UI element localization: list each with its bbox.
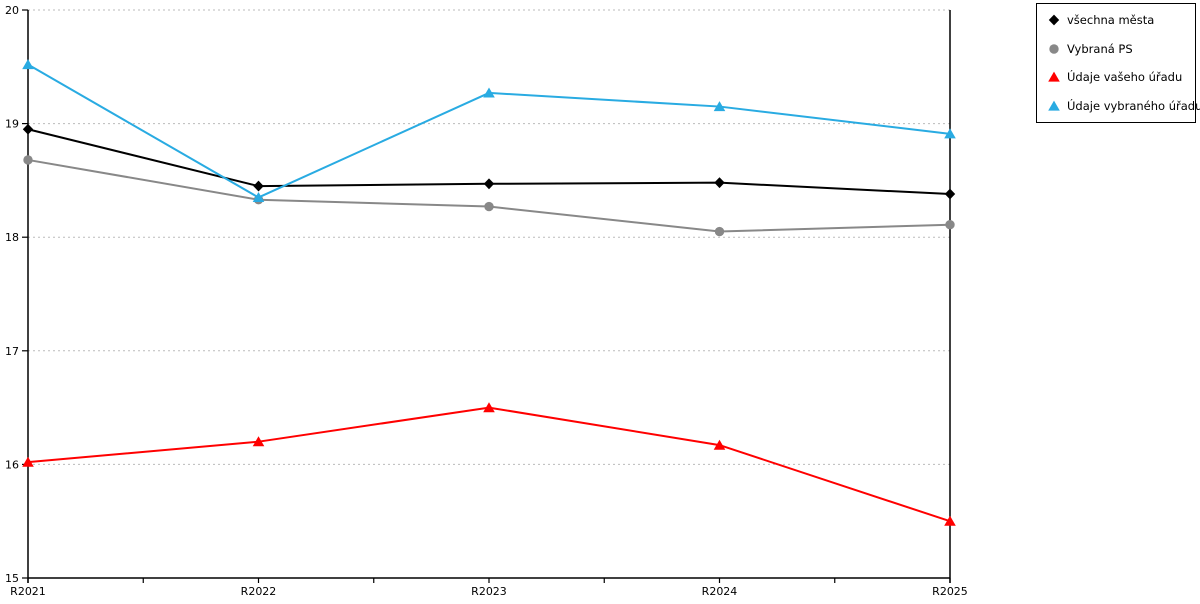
data-point-marker xyxy=(945,220,955,230)
diamond-marker-icon xyxy=(1048,14,1060,26)
data-point-marker xyxy=(714,226,725,237)
legend-label: všechna města xyxy=(1067,13,1155,28)
legend-label: Vybraná PS xyxy=(1067,41,1133,56)
data-point-marker xyxy=(1049,44,1059,54)
x-axis-label: R2023 xyxy=(471,585,507,598)
data-point-marker xyxy=(713,439,726,450)
data-point-marker xyxy=(23,155,33,165)
legend-item: Údaje vybraného úřadu xyxy=(1047,92,1200,120)
series-line xyxy=(27,63,951,199)
data-point-marker xyxy=(483,87,495,98)
triangle-marker-icon xyxy=(1048,100,1060,111)
series-line xyxy=(27,158,951,233)
data-point-marker xyxy=(1048,14,1060,26)
y-axis-label: 20 xyxy=(5,4,19,17)
x-axis-label: R2025 xyxy=(932,585,968,598)
data-point-marker xyxy=(483,178,495,190)
triangle-marker-icon xyxy=(1048,71,1060,82)
data-point-marker xyxy=(22,123,34,135)
data-point-marker xyxy=(944,188,956,200)
data-point-marker xyxy=(1048,100,1060,111)
data-point-marker xyxy=(713,101,726,112)
circle-marker-icon xyxy=(1049,44,1059,54)
data-point-marker xyxy=(483,402,495,413)
y-axis-label: 19 xyxy=(5,118,19,131)
y-axis-label: 16 xyxy=(5,458,19,471)
legend-item: Údaje vašeho úřadu xyxy=(1047,63,1191,91)
legend-label: Údaje vybraného úřadu xyxy=(1067,98,1200,113)
legend-label: Údaje vašeho úřadu xyxy=(1067,70,1183,85)
data-point-marker xyxy=(252,192,265,203)
data-point-marker xyxy=(714,177,725,189)
x-axis-label: R2022 xyxy=(241,585,277,598)
data-point-marker xyxy=(22,59,34,70)
legend-item: všechna města xyxy=(1047,6,1191,34)
x-axis-label: R2024 xyxy=(702,585,738,598)
data-point-marker xyxy=(1048,71,1060,82)
y-axis-label: 17 xyxy=(5,345,19,358)
data-point-marker xyxy=(253,180,264,192)
data-point-marker xyxy=(944,515,956,526)
legend: všechna města Vybraná PS Údaje vašeho úř… xyxy=(1036,3,1200,123)
x-axis-label: R2021 xyxy=(10,585,46,598)
y-axis-label: 18 xyxy=(5,231,19,244)
data-point-marker xyxy=(484,201,494,212)
data-point-marker xyxy=(22,456,34,467)
data-point-marker xyxy=(252,436,265,447)
legend-item: Vybraná PS xyxy=(1047,35,1191,63)
data-point-marker xyxy=(944,128,956,139)
y-axis-label: 15 xyxy=(5,572,19,585)
